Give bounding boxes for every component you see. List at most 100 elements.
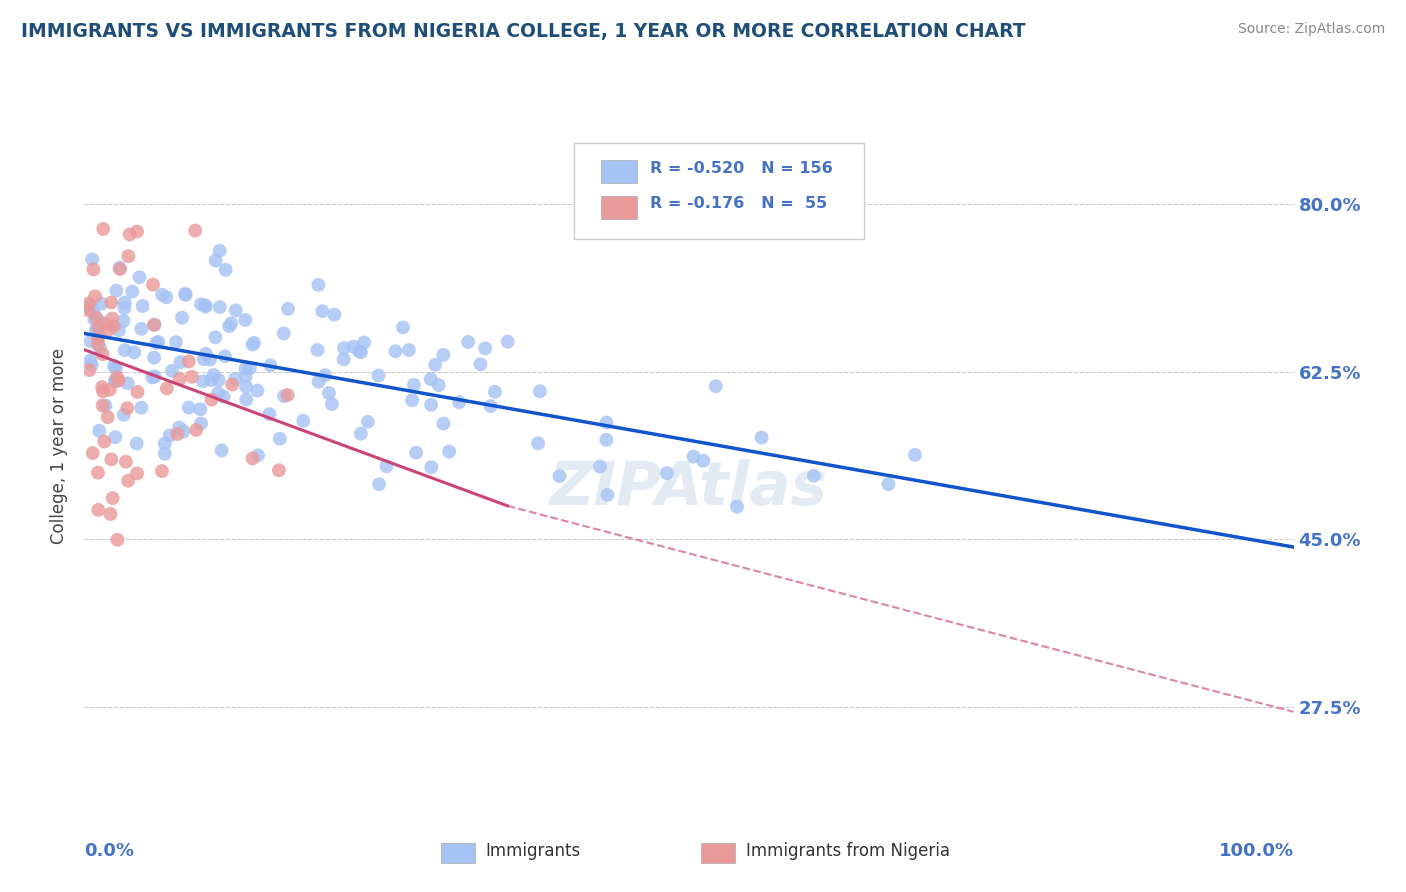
Point — [82, 262, 104, 277]
Point — [194, 299, 217, 313]
Point — [190, 297, 212, 311]
Point — [170, 310, 193, 325]
Point — [100, 452, 122, 467]
Point — [91, 384, 114, 399]
Point — [211, 443, 233, 458]
Point — [87, 337, 110, 351]
Point — [321, 397, 343, 411]
Point — [208, 244, 231, 258]
Text: ZIPAtlas: ZIPAtlas — [550, 459, 828, 518]
Point — [219, 317, 242, 331]
Point — [100, 507, 122, 521]
Point — [79, 301, 101, 316]
Point — [479, 399, 502, 413]
Point — [904, 448, 927, 462]
Point — [143, 369, 166, 384]
Point — [153, 436, 176, 450]
FancyBboxPatch shape — [600, 195, 637, 219]
Point — [239, 361, 262, 376]
Point — [235, 369, 257, 384]
Point — [368, 477, 391, 491]
Point — [350, 345, 373, 359]
Point — [166, 427, 188, 442]
Point — [100, 295, 122, 310]
Point — [86, 324, 108, 338]
Point — [177, 401, 200, 415]
Point — [221, 377, 243, 392]
Point — [118, 227, 141, 242]
Point — [247, 448, 270, 462]
Point — [174, 288, 197, 302]
Point — [94, 317, 117, 331]
Point — [117, 401, 139, 416]
Point — [235, 361, 257, 376]
Point — [121, 285, 143, 299]
Point — [332, 352, 354, 367]
Point — [202, 368, 225, 382]
Point — [367, 368, 389, 383]
Point — [470, 357, 492, 371]
Point — [190, 417, 212, 431]
Point — [82, 303, 104, 318]
Point — [125, 436, 148, 450]
Text: Source: ZipAtlas.com: Source: ZipAtlas.com — [1237, 22, 1385, 37]
Point — [529, 384, 551, 399]
Point — [155, 290, 177, 304]
Point — [267, 463, 290, 477]
Point — [692, 454, 714, 468]
Point — [704, 379, 727, 393]
Point — [214, 349, 236, 363]
Point — [159, 428, 181, 442]
Point — [174, 286, 197, 301]
Point — [91, 347, 114, 361]
Point — [89, 424, 111, 438]
Point — [79, 301, 101, 316]
Point — [82, 446, 104, 460]
Point — [150, 287, 173, 301]
Point — [194, 347, 217, 361]
Text: R = -0.520   N = 156: R = -0.520 N = 156 — [650, 161, 832, 176]
Point — [350, 426, 373, 441]
Point — [87, 319, 110, 334]
Point — [104, 375, 127, 389]
Point — [596, 488, 619, 502]
Point — [398, 343, 420, 357]
Point — [108, 262, 131, 277]
Point — [186, 423, 208, 437]
Point — [77, 296, 100, 310]
Point — [87, 466, 110, 480]
Point — [131, 322, 153, 336]
Point — [103, 359, 125, 373]
Point — [98, 383, 121, 397]
Point — [401, 393, 423, 408]
Point — [375, 459, 398, 474]
Point — [143, 351, 166, 365]
Point — [449, 395, 471, 409]
Point — [80, 358, 103, 372]
Text: 0.0%: 0.0% — [84, 842, 135, 860]
Point — [318, 386, 340, 401]
FancyBboxPatch shape — [702, 844, 735, 863]
Y-axis label: College, 1 year or more: College, 1 year or more — [51, 348, 69, 544]
Point — [193, 352, 215, 367]
Point — [127, 225, 149, 239]
Point — [224, 372, 246, 386]
Point — [84, 289, 107, 303]
Text: IMMIGRANTS VS IMMIGRANTS FROM NIGERIA COLLEGE, 1 YEAR OR MORE CORRELATION CHART: IMMIGRANTS VS IMMIGRANTS FROM NIGERIA CO… — [21, 22, 1026, 41]
Point — [751, 431, 773, 445]
Point — [141, 370, 163, 384]
Point — [682, 450, 704, 464]
Point — [127, 384, 149, 399]
Point — [156, 381, 179, 395]
Point — [432, 348, 454, 362]
Point — [91, 380, 114, 394]
Point — [323, 308, 346, 322]
Point — [131, 299, 153, 313]
Point — [104, 374, 127, 388]
Point — [214, 262, 236, 277]
Point — [243, 335, 266, 350]
Point — [420, 398, 443, 412]
Point — [420, 460, 443, 475]
Point — [457, 334, 479, 349]
Point — [191, 374, 214, 388]
